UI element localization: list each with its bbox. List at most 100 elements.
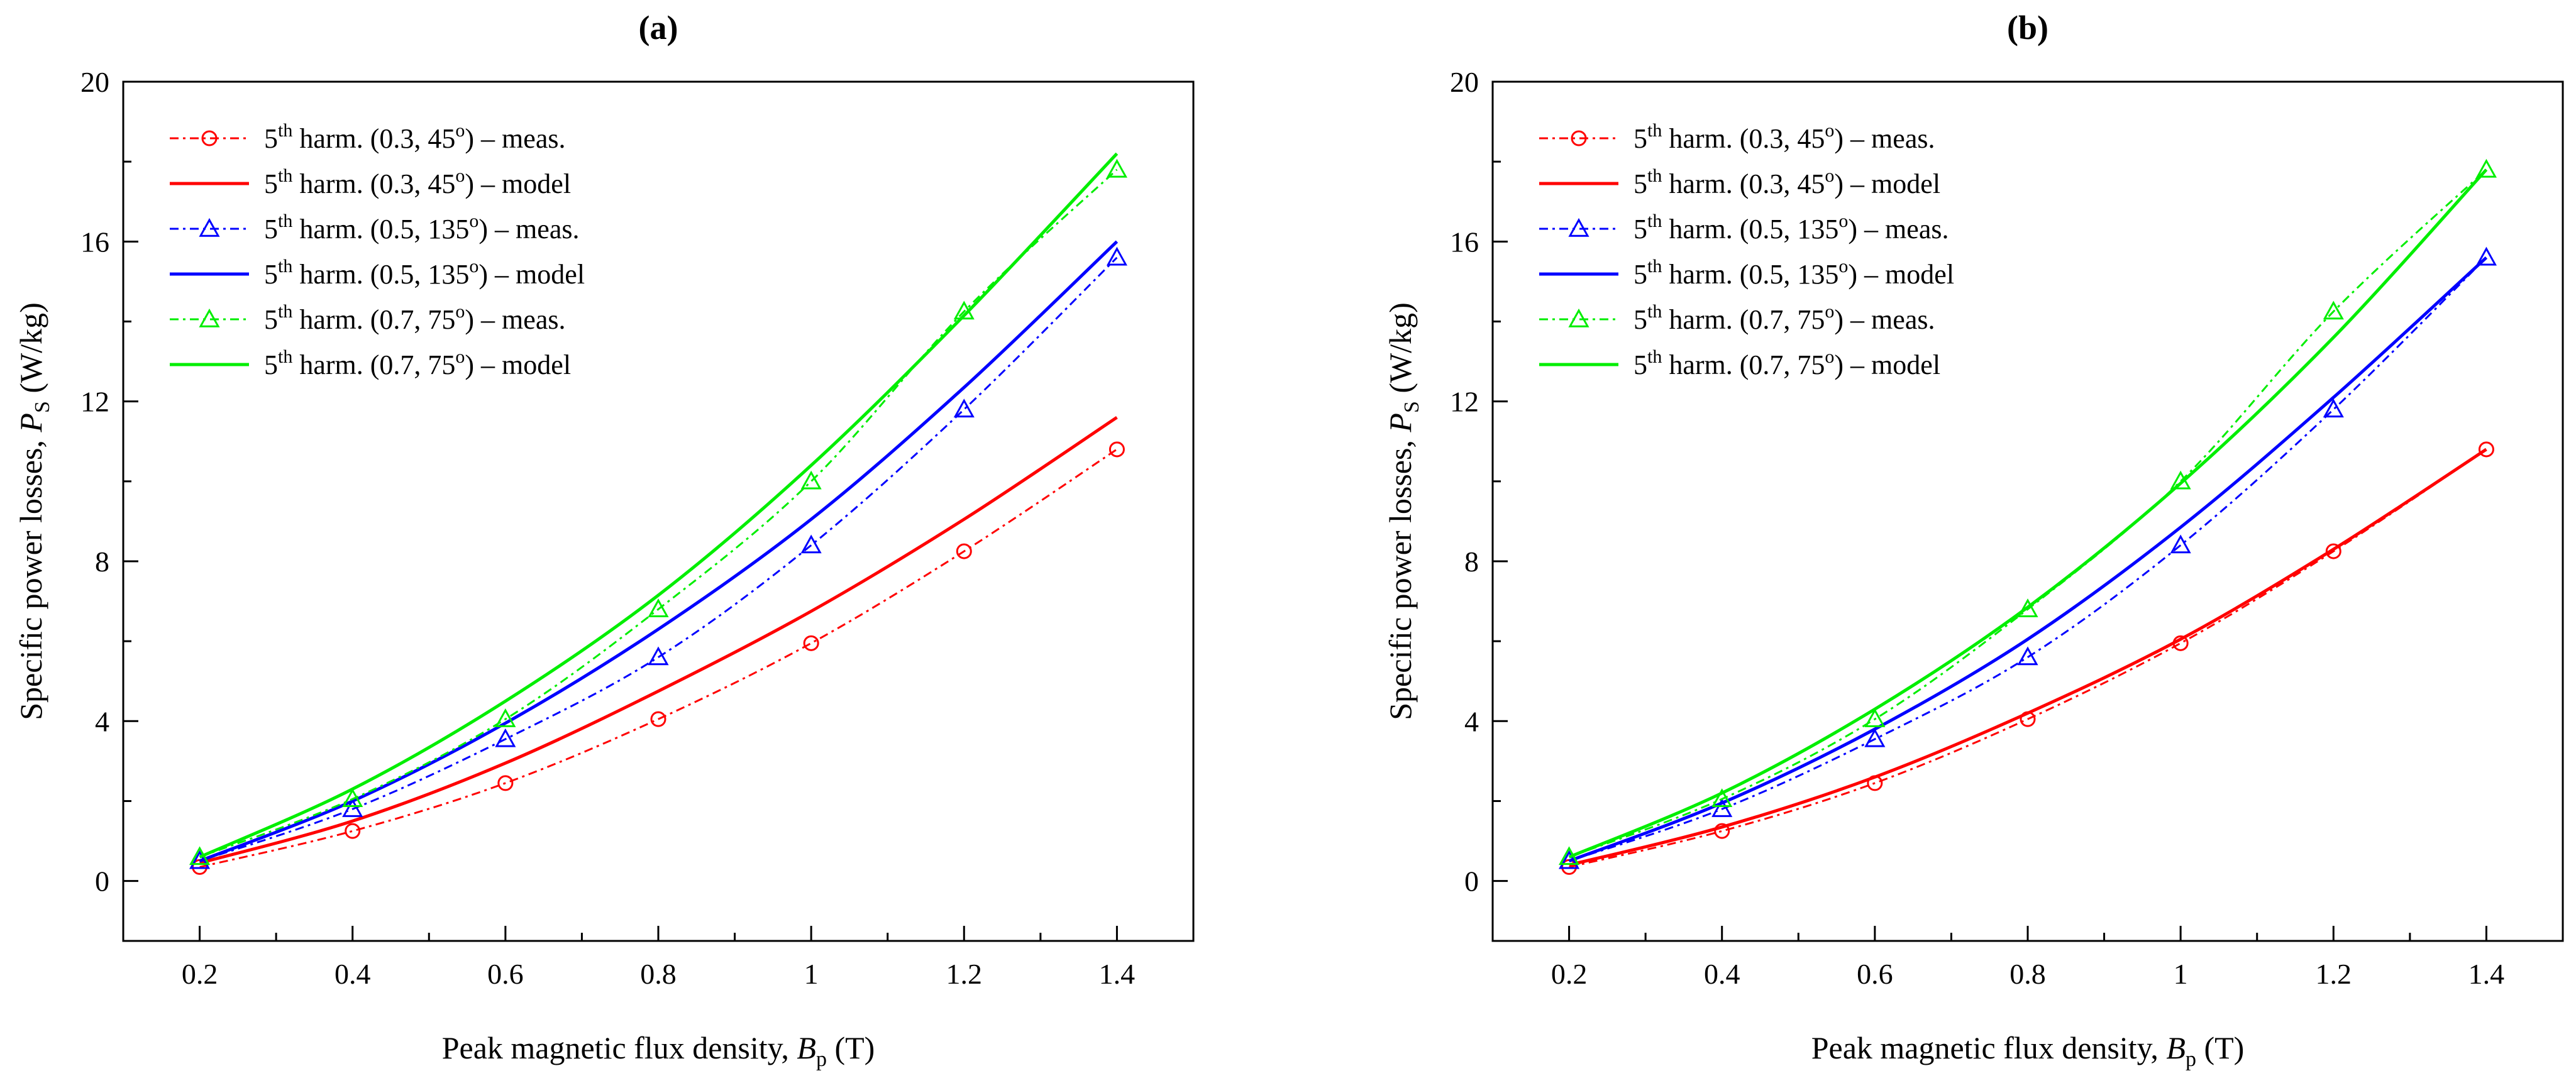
legend-sup: th (1647, 165, 1662, 186)
data-point-0 (497, 775, 514, 791)
y-tick-label: 0 (95, 865, 109, 898)
chart-panel-a: (a) 0.2 0.4 0.6 0.8 1 1.2 1.4 0 4 8 12 16 20 Peak magn… (13, 9, 1195, 1071)
legend-text: 5 (1633, 304, 1647, 335)
x-tick-label: 0.6 (487, 958, 524, 990)
y-label-suffix: (W/kg) (13, 302, 48, 401)
data-point-4 (2475, 158, 2497, 178)
legend-sup: o (1825, 346, 1834, 367)
data-point-0 (1108, 441, 1125, 458)
panel-label: (a) (639, 9, 678, 47)
y-tick-label: 8 (95, 546, 109, 578)
data-point-2 (648, 646, 669, 666)
legend-text: ) – model (478, 259, 585, 290)
legend-text: 5 (1633, 349, 1647, 380)
legend-text: ) – model (1834, 168, 1940, 199)
x-label-sub: p (816, 1048, 827, 1071)
y-tick-label: 16 (80, 226, 109, 258)
x-tick-label: 1.4 (1099, 958, 1136, 990)
y-label-prefix: Specific power losses, (1383, 432, 1418, 720)
x-tick-label: 0.8 (2009, 958, 2046, 990)
series-line-0 (1569, 448, 2487, 868)
legend-text: 5 (264, 214, 278, 245)
legend-text: harm. (0.3, 45 (1662, 168, 1825, 199)
legend-label-5: 5th harm. (0.7, 75o) – model (264, 346, 571, 380)
y-label-sub: S (31, 401, 54, 413)
legend-label-1: 5th harm. (0.3, 45o) – model (264, 165, 571, 199)
data-point-4 (800, 470, 822, 490)
legend-sup: o (455, 120, 465, 141)
legend-text: harm. (0.5, 135 (292, 259, 469, 290)
data-point-0 (956, 543, 972, 559)
legend-text: ) – meas. (1848, 214, 1949, 245)
series-line-3 (199, 240, 1119, 863)
legend-text: harm. (0.5, 135 (1662, 259, 1838, 290)
y-tick-label: 16 (1450, 226, 1479, 258)
x-tick-label: 0.2 (1551, 958, 1588, 990)
legend-text: ) – model (1848, 259, 1954, 290)
legend-text: harm. (0.5, 135 (1662, 214, 1838, 245)
y-tick-label: 0 (1464, 865, 1479, 898)
legend-sup: o (1825, 120, 1834, 141)
series-line-4 (199, 168, 1118, 858)
legend-text: ) – meas. (478, 214, 579, 245)
legend-label-0: 5th harm. (0.3, 45o) – meas. (264, 120, 565, 154)
legend-sup: o (455, 301, 465, 322)
data-point-4 (2017, 598, 2038, 617)
x-label-suffix: (T) (827, 1030, 875, 1065)
legend-sup: th (278, 165, 292, 186)
legend-sup: o (455, 165, 465, 186)
legend-marker-2 (199, 217, 220, 237)
series-line-2 (1569, 256, 2487, 862)
legend-sup: th (278, 256, 292, 277)
data-point-2 (2170, 534, 2191, 554)
series-line-0 (199, 448, 1118, 868)
series-line-3 (1568, 256, 2488, 863)
x-axis-label: Peak magnetic flux density, Bp (T) (1811, 1030, 2245, 1071)
series-line-1 (199, 416, 1118, 865)
data-point-4 (1711, 788, 1733, 807)
x-tick-label: 1 (804, 958, 819, 990)
legend-sup: th (278, 346, 292, 367)
legend-sup: o (1825, 165, 1834, 186)
legend-text: harm. (0.3, 45 (292, 123, 455, 154)
data-point-2 (342, 798, 363, 817)
x-tick-label: 0.4 (334, 958, 371, 990)
legend-text: 5 (264, 349, 278, 380)
legend-sup: th (278, 120, 292, 141)
series-line-1 (1568, 448, 2487, 867)
data-point-2 (953, 398, 975, 418)
y-label-var: P (1383, 413, 1418, 433)
legend-sup: th (1647, 301, 1662, 322)
x-tick-label: 1 (2174, 958, 2188, 990)
legend-sup: th (1647, 256, 1662, 277)
x-label-prefix: Peak magnetic flux density, (1811, 1030, 2167, 1065)
data-point-2 (1106, 246, 1127, 266)
chart-panel-b: (b) 0.2 0.4 0.6 0.8 1 1.2 1.4 0 4 8 12 16 20 Peak magn… (1383, 9, 2564, 1071)
legend-marker-0 (201, 130, 218, 146)
legend-label-5: 5th harm. (0.7, 75o) – model (1633, 346, 1940, 380)
legend-text: ) – model (1834, 349, 1940, 380)
data-point-2 (1864, 728, 1886, 747)
x-tick-label: 1.2 (946, 958, 983, 990)
legend-text: ) – meas. (1834, 304, 1935, 335)
series-line-5 (199, 152, 1119, 859)
legend-text: 5 (264, 123, 278, 154)
y-label-var: P (13, 413, 48, 433)
legend-label-1: 5th harm. (0.3, 45o) – model (1633, 165, 1940, 199)
x-tick-label: 0.2 (182, 958, 218, 990)
data-point-4 (1864, 708, 1886, 727)
legend-text: harm. (0.7, 75 (292, 304, 455, 335)
data-point-2 (800, 534, 822, 554)
data-point-0 (650, 711, 666, 727)
legend-marker-2 (1568, 217, 1589, 237)
data-point-0 (803, 635, 819, 651)
data-point-2 (1711, 798, 1733, 817)
legend-text: ) – meas. (465, 304, 565, 335)
y-tick-label: 20 (80, 66, 109, 98)
legend-label-4: 5th harm. (0.7, 75o) – meas. (264, 301, 565, 335)
legend: 5th harm. (0.3, 45o) – meas.5th harm. (0… (170, 120, 585, 380)
legend-text: harm. (0.5, 135 (292, 214, 469, 245)
legend-sup: o (1838, 211, 1848, 231)
data-point-0 (2478, 441, 2494, 458)
